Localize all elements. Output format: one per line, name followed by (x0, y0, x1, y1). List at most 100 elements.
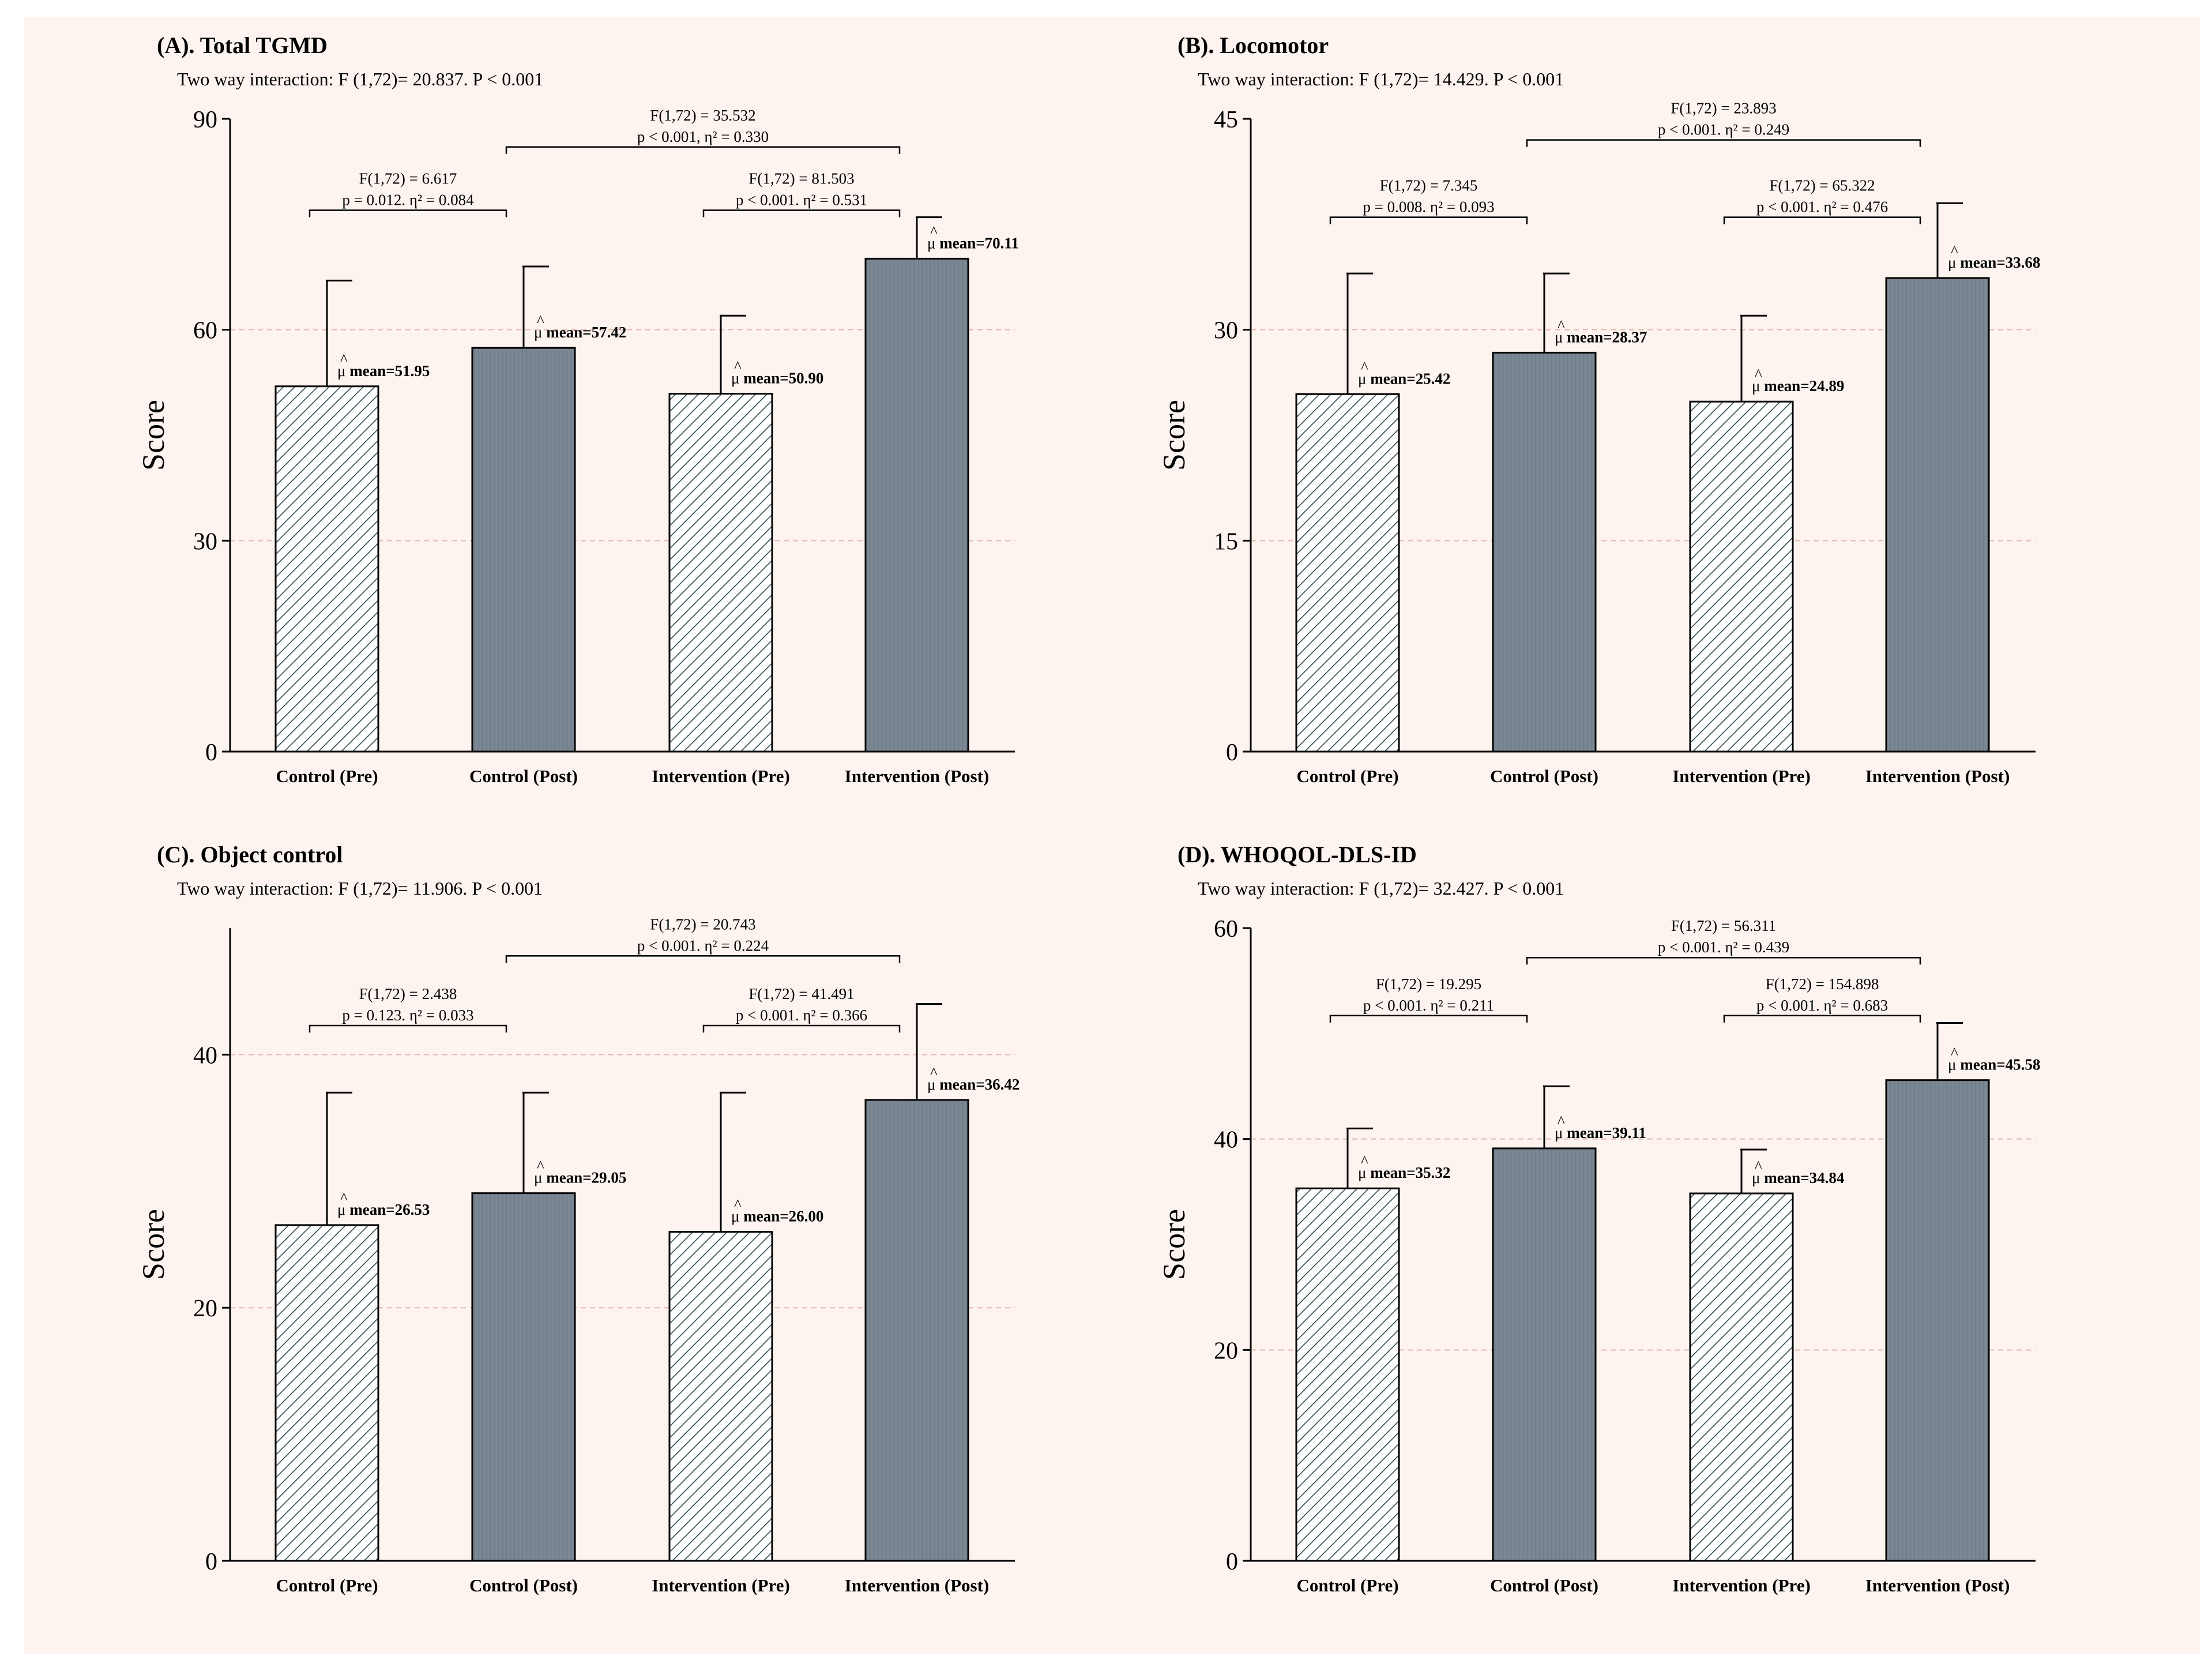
mu-hat-mark: ^ (1755, 366, 1762, 383)
y-axis-label: Score (136, 400, 171, 471)
mu-symbol: μ (1948, 254, 1960, 271)
y-tick-label: 45 (1214, 107, 1238, 133)
mean-value: mean=51.95 (349, 362, 430, 380)
bracket-p-stat: p < 0.001. η² = 0.211 (1363, 997, 1494, 1014)
bracket-f-stat: F(1,72) = 65.322 (1769, 177, 1875, 194)
mean-value: mean=26.53 (349, 1201, 430, 1218)
chart-title: (C). Object control (157, 842, 343, 868)
chart-subtitle: Two way interaction: F (1,72)= 14.429. P… (1198, 69, 1564, 89)
y-tick-label: 60 (1214, 916, 1238, 942)
mean-label: μ mean=57.42 (534, 324, 626, 341)
mu-symbol: μ (534, 1169, 546, 1186)
significance-bracket (309, 209, 507, 217)
mu-symbol: μ (1752, 377, 1764, 395)
bar-4 (864, 257, 969, 753)
category-label: Intervention (Post) (845, 766, 990, 786)
mu-hat-mark: ^ (1558, 317, 1565, 334)
mu-hat-mark: ^ (1558, 1113, 1565, 1130)
bar-4 (1885, 277, 1990, 753)
bracket-f-stat: F(1,72) = 81.503 (748, 170, 854, 187)
mu-symbol: μ (534, 324, 546, 341)
y-axis-label: Score (136, 1209, 171, 1280)
chart-subtitle: Two way interaction: F (1,72)= 20.837. P… (177, 69, 543, 89)
mean-label: μ mean=70.11 (927, 234, 1019, 251)
category-label: Control (Post) (469, 766, 578, 786)
bracket-f-stat: F(1,72) = 41.491 (748, 985, 854, 1002)
category-label: Intervention (Post) (1865, 1575, 2010, 1595)
bracket-p-stat: p = 0.123. η² = 0.033 (342, 1007, 473, 1024)
mu-symbol: μ (337, 362, 349, 380)
bracket-f-stat: F(1,72) = 23.893 (1671, 100, 1776, 117)
y-tick-label: 40 (1214, 1127, 1238, 1154)
mean-value: mean=25.42 (1370, 370, 1450, 387)
bar-4 (864, 1099, 969, 1562)
y-axis-label: Score (1157, 400, 1191, 471)
mean-value: mean=57.42 (546, 324, 626, 341)
y-tick-label: 15 (1214, 528, 1238, 555)
mu-hat-mark: ^ (1951, 1045, 1958, 1062)
mu-hat-mark: ^ (930, 1064, 938, 1082)
mu-hat-mark: ^ (1951, 242, 1958, 260)
y-tick-label: 0 (1226, 1549, 1238, 1575)
bar-1 (274, 385, 379, 753)
y-tick-label: 0 (205, 1549, 217, 1575)
mu-symbol: μ (731, 370, 743, 387)
bar-3 (1689, 1192, 1794, 1562)
significance-bracket (1723, 216, 1921, 224)
significance-bracket (702, 209, 901, 217)
mu-symbol: μ (337, 1201, 349, 1218)
category-label: Control (Pre) (1296, 766, 1398, 786)
chart-panel-3: (C). Object control Two way interaction: … (136, 842, 1020, 1595)
mean-value: mean=28.37 (1567, 328, 1647, 346)
chart-subtitle: Two way interaction: F (1,72)= 11.906. P… (177, 878, 543, 899)
mu-hat-mark: ^ (734, 1196, 742, 1214)
mean-label: μ mean=34.84 (1752, 1169, 1844, 1186)
mu-hat-mark: ^ (734, 358, 742, 375)
mu-hat-mark: ^ (930, 223, 938, 240)
y-tick-label: 30 (193, 528, 217, 555)
significance-bracket (1526, 139, 1921, 147)
category-label: Control (Post) (469, 1575, 578, 1595)
y-tick-label: 0 (205, 739, 217, 766)
category-label: Intervention (Post) (845, 1575, 990, 1595)
bracket-f-stat: F(1,72) = 19.295 (1376, 975, 1481, 993)
mu-hat-mark: ^ (340, 1189, 348, 1207)
mu-symbol: μ (927, 1076, 939, 1093)
y-tick-label: 0 (1226, 739, 1238, 766)
significance-bracket (505, 146, 901, 154)
mean-label: μ mean=29.05 (534, 1169, 626, 1186)
category-label: Intervention (Pre) (1672, 1575, 1811, 1595)
figure-svg: (A). Total TGMD Two way interaction: F (1… (136, 32, 2040, 1595)
bracket-p-stat: p < 0.001. η² = 0.531 (736, 191, 867, 208)
mean-value: mean=70.11 (939, 234, 1019, 251)
mean-value: mean=34.84 (1764, 1169, 1844, 1186)
bracket-f-stat: F(1,72) = 35.532 (650, 107, 755, 124)
mean-label: μ mean=36.42 (927, 1076, 1020, 1093)
mu-symbol: μ (1752, 1169, 1764, 1186)
significance-bracket (1723, 1015, 1921, 1023)
mu-symbol: μ (1555, 328, 1567, 346)
significance-bracket (309, 1024, 507, 1032)
mu-symbol: μ (1358, 370, 1370, 387)
chart-subtitle: Two way interaction: F (1,72)= 32.427. P… (1198, 878, 1564, 899)
mean-label: μ mean=26.00 (731, 1208, 823, 1225)
bracket-f-stat: F(1,72) = 2.438 (359, 985, 457, 1002)
category-label: Control (Pre) (276, 1575, 378, 1595)
bracket-p-stat: p < 0.001. η² = 0.439 (1658, 938, 1789, 956)
mean-value: mean=39.11 (1567, 1124, 1646, 1141)
figure: (A). Total TGMD Two way interaction: F (1… (24, 17, 2200, 1654)
bar-2 (471, 1192, 576, 1562)
mu-symbol: μ (1555, 1124, 1567, 1141)
bracket-p-stat: p < 0.001, η² = 0.330 (637, 128, 769, 145)
mu-hat-mark: ^ (340, 351, 348, 368)
significance-bracket (702, 1024, 901, 1032)
mu-hat-mark: ^ (1361, 358, 1368, 375)
bar-2 (471, 347, 576, 753)
category-label: Control (Post) (1490, 766, 1598, 786)
mean-value: mean=24.89 (1764, 377, 1844, 395)
category-label: Control (Pre) (1296, 1575, 1398, 1595)
category-label: Control (Post) (1490, 1575, 1598, 1595)
y-tick-label: 30 (1214, 318, 1238, 344)
significance-bracket (1329, 1015, 1528, 1023)
mu-symbol: μ (927, 234, 939, 251)
